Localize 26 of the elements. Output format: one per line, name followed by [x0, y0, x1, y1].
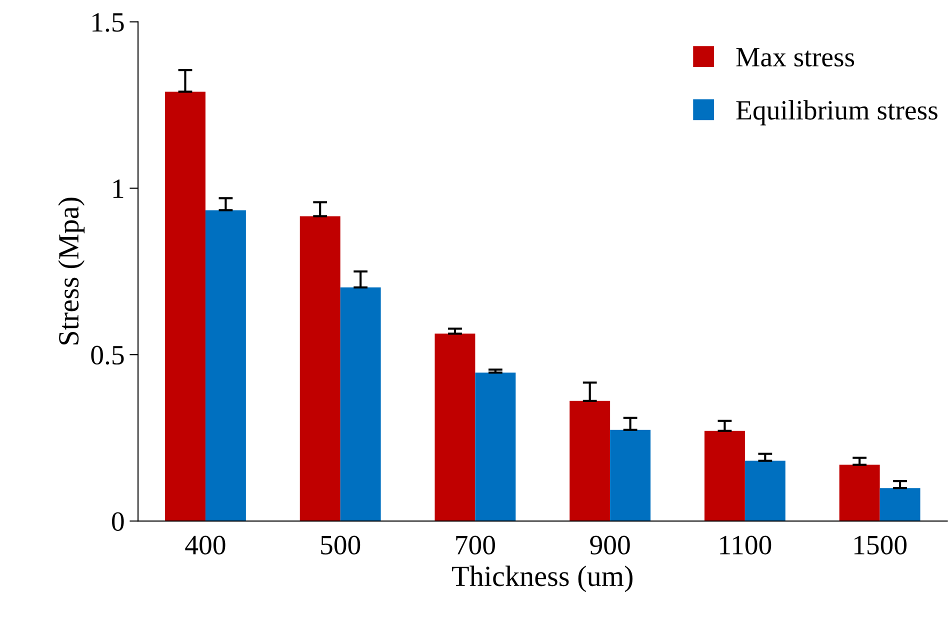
- legend-label: Max stress: [736, 48, 854, 67]
- bar: [744, 460, 786, 522]
- bar: [475, 372, 516, 522]
- x-tick-label: 1100: [720, 536, 772, 554]
- y-tick-label: 1: [113, 180, 124, 198]
- x-axis-title: Thickness (um): [452, 566, 632, 592]
- bar: [610, 430, 651, 522]
- y-tick-label: 1.5: [92, 13, 124, 32]
- x-tick-label: 400: [185, 536, 226, 554]
- bar: [300, 216, 340, 522]
- x-tick-label: 700: [456, 536, 495, 554]
- x-tick-label: 900: [590, 536, 630, 554]
- x-tick-label: 1500: [854, 536, 907, 554]
- x-tick-label: 500: [321, 536, 360, 554]
- bar: [434, 334, 476, 522]
- bar: [205, 210, 246, 522]
- bar: [839, 464, 880, 522]
- y-tick-label: 0: [112, 512, 124, 531]
- legend-label: Equilibrium stress: [736, 100, 938, 126]
- y-tick-label: 0.5: [91, 346, 124, 365]
- y-axis-title: Stress (Mpa): [58, 198, 85, 344]
- bar: [570, 400, 610, 522]
- bar: [704, 430, 745, 522]
- bar: [340, 287, 381, 522]
- bar: [165, 92, 206, 522]
- bar: [880, 488, 920, 522]
